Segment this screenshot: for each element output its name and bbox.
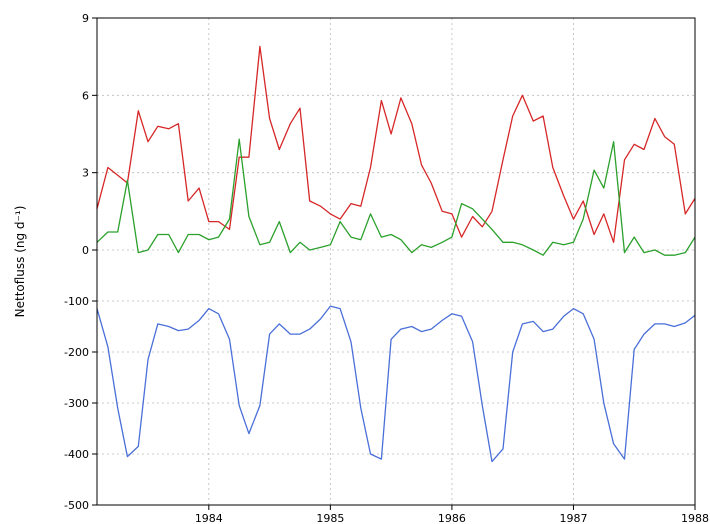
x-tick-label: 1986 xyxy=(438,512,466,524)
series-line-3 xyxy=(96,305,696,463)
x-tick-label: 1985 xyxy=(316,512,344,524)
y-tick-label: -500 xyxy=(64,499,89,512)
series-lines xyxy=(96,45,696,463)
y-tick-label: -200 xyxy=(64,346,89,359)
y-tick-label: 9 xyxy=(82,12,89,25)
y-tick-label: 0 xyxy=(82,244,89,257)
series-line-2 xyxy=(96,138,696,256)
series-line-1 xyxy=(96,45,696,243)
y-tick-label: -100 xyxy=(64,295,89,308)
x-tick-label: 1987 xyxy=(559,512,587,524)
y-tick-label: 6 xyxy=(82,89,89,102)
y-axis-label: Nettofluss (ng d⁻¹) xyxy=(13,206,27,318)
plot-frame xyxy=(96,17,696,506)
y-tick-label: -400 xyxy=(64,448,89,461)
y-tick-label: 3 xyxy=(82,167,89,180)
y-tick-label: -300 xyxy=(64,397,89,410)
grid xyxy=(97,18,695,505)
axis-ticks: 9 6 3 0 -100 -200 -300 -400 -500 1984 1985 1986 1987… xyxy=(64,12,709,524)
x-tick-label: 1988 xyxy=(681,512,709,524)
x-tick-label: 1984 xyxy=(195,512,223,524)
